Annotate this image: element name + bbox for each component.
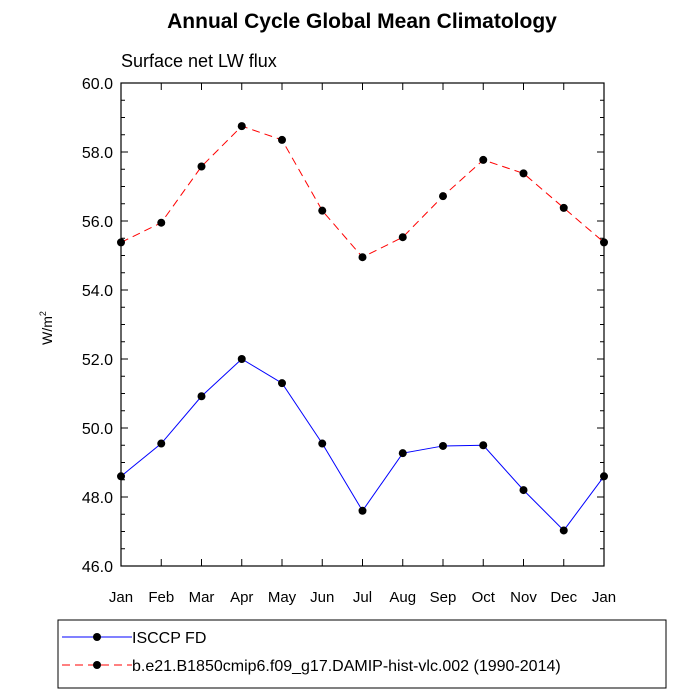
x-tick-label: Jun bbox=[310, 589, 334, 606]
x-tick-label: Nov bbox=[510, 589, 537, 606]
chart-title: Annual Cycle Global Mean Climatology bbox=[167, 10, 557, 33]
x-tick-label: Feb bbox=[148, 589, 174, 606]
x-axis: Jan Feb Mar Apr May Jun Jul Aug Sep Oct Nov Dec Jan bbox=[109, 83, 616, 606]
y-axis-label: W/m2 bbox=[38, 311, 55, 345]
plot-frame bbox=[120, 82, 605, 567]
y-axis-label-base: W/m bbox=[39, 316, 55, 345]
series-2-point bbox=[519, 169, 528, 178]
series-1-point bbox=[278, 379, 286, 388]
x-tick-label: Jul bbox=[353, 589, 372, 606]
y-tick-label: 56.0 bbox=[82, 214, 113, 231]
series-2-point bbox=[318, 206, 327, 215]
series-2-point bbox=[157, 218, 166, 227]
legend-marker-2 bbox=[93, 661, 101, 669]
x-tick-label: Sep bbox=[430, 589, 457, 606]
series-2-point bbox=[197, 162, 206, 171]
y-tick-label: 48.0 bbox=[82, 490, 113, 507]
series-2-point bbox=[358, 253, 367, 262]
series-1-point bbox=[358, 506, 367, 515]
y-tick-label: 52.0 bbox=[82, 352, 113, 369]
series-2-point bbox=[117, 238, 125, 247]
series-2-point bbox=[278, 135, 286, 144]
legend-marker-1 bbox=[93, 633, 101, 641]
y-tick-label: 50.0 bbox=[82, 421, 113, 438]
series-1-point bbox=[519, 486, 528, 495]
series-1-point bbox=[398, 449, 407, 458]
series-1-point bbox=[559, 526, 568, 535]
series-1-point bbox=[237, 355, 246, 363]
chart-subtitle: Surface net LW flux bbox=[121, 51, 277, 71]
y-tick-label: 46.0 bbox=[82, 559, 113, 576]
series-line-1 bbox=[120, 358, 605, 532]
x-tick-label: Jan bbox=[592, 589, 616, 606]
series-1-point bbox=[439, 441, 447, 450]
series-1-point bbox=[479, 441, 488, 450]
series-line-2 bbox=[120, 125, 605, 258]
series-1-point bbox=[117, 472, 125, 481]
y-axis: 46.0 48.0 50.0 52.0 54.0 56.0 58.0 60.0 bbox=[82, 76, 604, 576]
x-tick-label: Jan bbox=[109, 589, 133, 606]
y-tick-label: 58.0 bbox=[82, 145, 113, 162]
legend-label-2: b.e21.B1850cmip6.f09_g17.DAMIP-hist-vlc.… bbox=[132, 658, 561, 675]
series-2-point bbox=[559, 203, 568, 212]
series-2-point bbox=[479, 155, 488, 164]
legend: ISCCP FD b.e21.B1850cmip6.f09_g17.DAMIP-h… bbox=[57, 619, 667, 689]
series-2-point bbox=[439, 192, 447, 201]
legend-label-1: ISCCP FD bbox=[132, 630, 206, 647]
x-tick-label: Apr bbox=[230, 589, 253, 606]
y-tick-label: 54.0 bbox=[82, 283, 113, 300]
legend-box bbox=[57, 619, 667, 689]
series-1-point bbox=[197, 392, 206, 401]
y-tick-label: 60.0 bbox=[82, 76, 113, 93]
x-tick-label: Aug bbox=[389, 589, 416, 606]
series-1-point bbox=[318, 439, 327, 448]
y-axis-label-superscript: 2 bbox=[38, 311, 48, 316]
series-group bbox=[117, 122, 608, 535]
x-tick-label: May bbox=[268, 589, 297, 606]
series-1-point bbox=[157, 439, 166, 448]
x-tick-label: Oct bbox=[472, 589, 496, 606]
plot-border bbox=[120, 82, 605, 567]
x-tick-label: Dec bbox=[550, 589, 577, 606]
series-2-point bbox=[398, 233, 407, 242]
series-2-point bbox=[600, 238, 608, 247]
x-tick-label: Mar bbox=[189, 589, 215, 606]
series-2-point bbox=[237, 122, 246, 131]
series-1-point bbox=[600, 472, 608, 481]
